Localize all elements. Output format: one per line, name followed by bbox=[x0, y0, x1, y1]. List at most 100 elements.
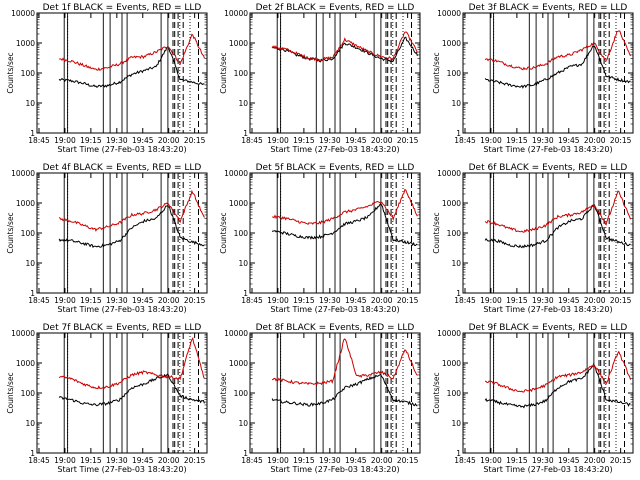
y-tick-label: 10000 bbox=[11, 9, 35, 18]
y-tick-label: 10 bbox=[238, 419, 248, 428]
y-tick-label: 1000 bbox=[442, 359, 461, 368]
x-axis-label: Start Time (27-Feb-03 18:43:20) bbox=[57, 305, 186, 314]
x-tick-label: 19:15 bbox=[80, 296, 102, 305]
y-tick-label: 1 bbox=[243, 289, 248, 298]
series-lld-line bbox=[484, 350, 631, 393]
x-tick-label: 19:30 bbox=[319, 296, 341, 305]
y-tick-label: 1000 bbox=[442, 39, 461, 48]
x-tick-label: 19:30 bbox=[106, 456, 128, 465]
x-tick-label: 20:15 bbox=[397, 456, 419, 465]
series-lld-line bbox=[271, 338, 418, 386]
x-tick-label: 19:00 bbox=[54, 136, 76, 145]
y-tick-label: 100 bbox=[234, 229, 249, 238]
x-tick-label: 19:15 bbox=[506, 136, 528, 145]
x-tick-label: 19:45 bbox=[132, 296, 154, 305]
y-tick-label: 10 bbox=[451, 259, 461, 268]
x-tick-label: 20:00 bbox=[158, 456, 180, 465]
x-tick-label: 18:45 bbox=[28, 136, 50, 145]
panel-1: Det 1f BLACK = Events, RED = LLD 1 10 100 10… bbox=[6, 3, 208, 154]
series-events-line bbox=[271, 373, 418, 407]
y-tick-label: 10 bbox=[25, 259, 35, 268]
x-tick-label: 19:00 bbox=[54, 296, 76, 305]
x-axis-label: Start Time (27-Feb-03 18:43:20) bbox=[483, 145, 612, 154]
y-tick-label: 10000 bbox=[437, 329, 461, 338]
y-tick-label: 1 bbox=[243, 129, 248, 138]
y-tick-label: 1 bbox=[30, 289, 35, 298]
x-tick-label: 19:15 bbox=[80, 136, 102, 145]
y-tick-label: 10000 bbox=[224, 9, 248, 18]
x-tick-label: 19:00 bbox=[267, 136, 289, 145]
panel-title: Det 9f BLACK = Events, RED = LLD bbox=[469, 323, 628, 333]
x-tick-label: 19:30 bbox=[532, 296, 554, 305]
y-tick-label: 10000 bbox=[437, 169, 461, 178]
x-tick-label: 18:45 bbox=[28, 456, 50, 465]
x-axis-label: Start Time (27-Feb-03 18:43:20) bbox=[270, 465, 399, 474]
panel-4: Det 4f BLACK = Events, RED = LLD 1 10 100 10… bbox=[6, 163, 208, 314]
series-events-line bbox=[58, 205, 205, 248]
y-tick-label: 100 bbox=[234, 389, 249, 398]
y-axis-label: Counts/sec bbox=[432, 372, 441, 413]
x-tick-label: 18:45 bbox=[241, 456, 263, 465]
panel-title: Det 7f BLACK = Events, RED = LLD bbox=[43, 323, 202, 333]
y-tick-label: 100 bbox=[234, 69, 249, 78]
x-tick-label: 19:30 bbox=[319, 456, 341, 465]
x-tick-label: 18:45 bbox=[28, 296, 50, 305]
y-tick-label: 100 bbox=[21, 69, 36, 78]
x-tick-label: 19:00 bbox=[480, 296, 502, 305]
y-tick-label: 1 bbox=[30, 129, 35, 138]
panel-title: Det 5f BLACK = Events, RED = LLD bbox=[256, 163, 415, 173]
x-tick-label: 19:00 bbox=[480, 456, 502, 465]
y-tick-label: 1 bbox=[456, 449, 461, 458]
y-tick-label: 1000 bbox=[229, 39, 248, 48]
y-tick-label: 100 bbox=[21, 229, 36, 238]
x-axis-label: Start Time (27-Feb-03 18:43:20) bbox=[270, 305, 399, 314]
x-tick-label: 20:15 bbox=[610, 296, 632, 305]
x-tick-label: 19:30 bbox=[106, 136, 128, 145]
y-tick-label: 10 bbox=[451, 419, 461, 428]
x-tick-label: 20:00 bbox=[371, 136, 393, 145]
panel-title: Det 1f BLACK = Events, RED = LLD bbox=[43, 3, 202, 13]
y-tick-label: 1 bbox=[456, 129, 461, 138]
x-tick-label: 18:45 bbox=[454, 296, 476, 305]
panel-7: Det 7f BLACK = Events, RED = LLD 1 10 100 10… bbox=[6, 323, 208, 474]
panel-8: Det 8f BLACK = Events, RED = LLD 1 10 100 10… bbox=[219, 323, 421, 474]
x-tick-label: 19:30 bbox=[532, 456, 554, 465]
y-axis-label: Counts/sec bbox=[6, 52, 15, 93]
x-tick-label: 20:00 bbox=[371, 296, 393, 305]
x-tick-label: 19:30 bbox=[319, 136, 341, 145]
y-tick-label: 1000 bbox=[16, 199, 35, 208]
x-axis-label: Start Time (27-Feb-03 18:43:20) bbox=[483, 305, 612, 314]
x-tick-label: 19:45 bbox=[345, 136, 367, 145]
series-lld-line bbox=[484, 190, 631, 233]
panel-6: Det 6f BLACK = Events, RED = LLD 1 10 100 10… bbox=[432, 163, 634, 314]
series-events-line bbox=[484, 45, 631, 89]
series-lld-line bbox=[272, 188, 418, 225]
y-tick-label: 10 bbox=[238, 99, 248, 108]
series-events-line bbox=[58, 46, 205, 88]
x-tick-label: 19:15 bbox=[293, 136, 315, 145]
x-tick-label: 20:00 bbox=[584, 296, 606, 305]
y-axis-label: Counts/sec bbox=[432, 52, 441, 93]
y-tick-label: 10 bbox=[25, 419, 35, 428]
x-tick-label: 20:15 bbox=[610, 456, 632, 465]
x-tick-label: 20:00 bbox=[158, 136, 180, 145]
x-tick-label: 19:15 bbox=[506, 456, 528, 465]
y-tick-label: 100 bbox=[447, 69, 462, 78]
x-tick-label: 20:15 bbox=[184, 136, 206, 145]
x-tick-label: 20:00 bbox=[158, 296, 180, 305]
y-tick-label: 10 bbox=[238, 259, 248, 268]
x-tick-label: 19:00 bbox=[54, 456, 76, 465]
x-tick-label: 19:15 bbox=[293, 296, 315, 305]
y-axis-label: Counts/sec bbox=[6, 212, 15, 253]
x-tick-label: 19:15 bbox=[506, 296, 528, 305]
x-tick-label: 20:15 bbox=[397, 136, 419, 145]
y-tick-label: 1000 bbox=[229, 359, 248, 368]
x-tick-label: 18:45 bbox=[454, 456, 476, 465]
y-tick-label: 100 bbox=[21, 389, 36, 398]
panel-5: Det 5f BLACK = Events, RED = LLD 1 10 100 10… bbox=[219, 163, 421, 314]
x-axis-label: Start Time (27-Feb-03 18:43:20) bbox=[57, 145, 186, 154]
x-tick-label: 19:45 bbox=[558, 136, 580, 145]
series-lld-line bbox=[271, 31, 418, 62]
x-tick-label: 19:00 bbox=[267, 296, 289, 305]
panel-2: Det 2f BLACK = Events, RED = LLD 1 10 100 10… bbox=[219, 3, 421, 154]
